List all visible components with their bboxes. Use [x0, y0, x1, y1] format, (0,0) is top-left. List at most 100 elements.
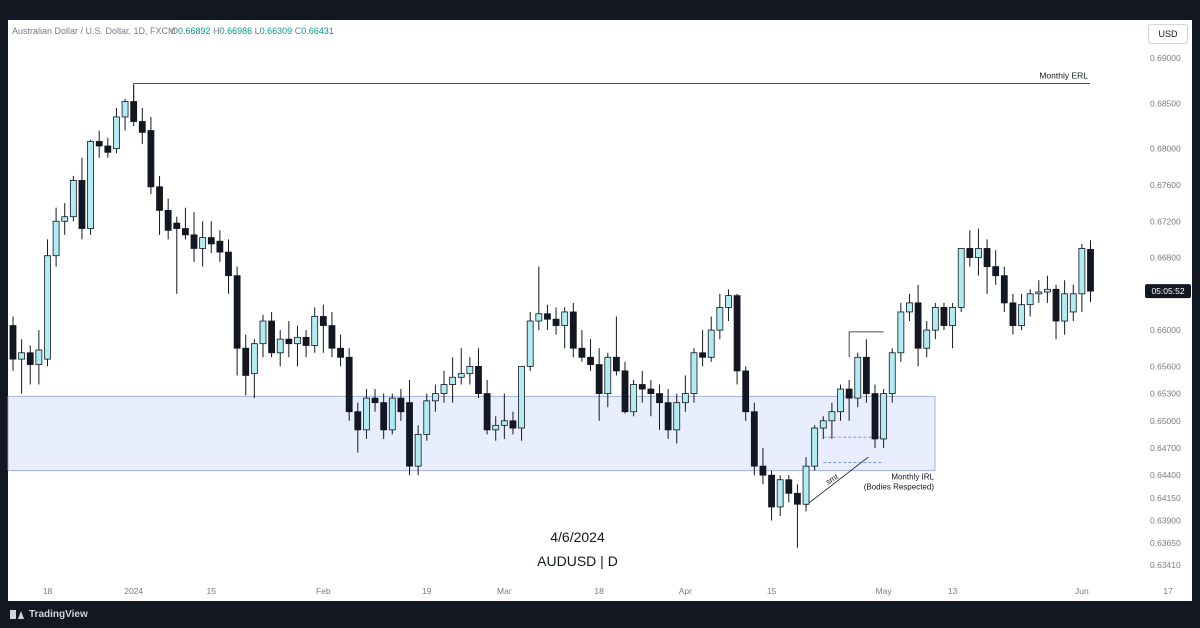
bearish-candle	[190, 234, 198, 249]
bullish-candle	[492, 424, 500, 431]
price-tick-label: 0.63650	[1150, 538, 1181, 548]
bullish-candle	[811, 427, 819, 467]
smt-line	[805, 456, 869, 506]
bullish-candle	[311, 316, 319, 346]
bearish-candle	[397, 397, 405, 413]
price-tick-label: 0.68000	[1150, 144, 1181, 154]
brand-name: TradingView	[29, 609, 88, 620]
bullish-candle	[630, 384, 638, 413]
bearish-candle	[785, 479, 793, 494]
bearish-candle	[173, 222, 181, 229]
bullish-candle	[957, 248, 965, 308]
bullish-candle	[1078, 248, 1086, 295]
bearish-candle	[406, 402, 413, 467]
bullish-candle	[35, 349, 43, 365]
bullish-candle	[1018, 304, 1025, 326]
bearish-candle	[328, 325, 336, 349]
bearish-candle	[638, 384, 646, 390]
bullish-candle	[880, 393, 888, 440]
bearish-candle	[104, 145, 112, 153]
time-tick-label: 2024	[124, 586, 143, 596]
bullish-candle	[121, 101, 129, 118]
ohlc-values: O0.66892 H0.66986 L0.66309 C0.66431	[171, 26, 334, 36]
bearish-candle	[733, 295, 741, 372]
bearish-candle	[475, 365, 482, 394]
time-tick-label: 18	[43, 586, 53, 596]
bearish-candle	[302, 336, 310, 346]
close-value: 0.66431	[301, 26, 334, 36]
time-tick-label: 15	[767, 586, 777, 596]
overlay-date: 4/6/2024	[550, 529, 605, 545]
currency-selector[interactable]: USD	[1148, 24, 1188, 44]
open-label: O	[171, 26, 179, 36]
swing-high-line	[848, 331, 884, 358]
close-label: C	[294, 26, 302, 36]
tradingview-logo[interactable]: TradingView	[10, 609, 88, 620]
low-value: 0.66309	[259, 26, 293, 36]
bullish-candle	[113, 116, 120, 150]
bullish-candle	[199, 237, 207, 249]
bullish-candle	[673, 402, 681, 431]
time-axis: 18 2024 15 Feb 19 Mar 18 Apr 15 May 13 Jun 17	[43, 586, 1173, 596]
bearish-candle	[181, 228, 189, 236]
bearish-candle	[130, 101, 138, 122]
bearish-candle	[138, 121, 146, 133]
bullish-candle	[1035, 291, 1043, 295]
overlay-symbol: AUDUSD | D	[537, 553, 618, 569]
price-tick-label: 0.65000	[1150, 416, 1181, 426]
price-tick-label: 0.66000	[1150, 325, 1181, 335]
countdown-label: 05:05:52	[1151, 286, 1184, 296]
bullish-candle	[518, 365, 525, 429]
bearish-candle	[750, 411, 758, 467]
price-tick-label: 0.64400	[1150, 470, 1181, 480]
time-tick-label: Mar	[497, 586, 512, 596]
bearish-candle	[225, 251, 232, 277]
bodies-respected-label: (Bodies Respected)	[864, 483, 935, 492]
bullish-candle	[431, 393, 439, 402]
bearish-candle	[578, 347, 586, 358]
bullish-candle	[776, 479, 784, 508]
bearish-candle	[509, 420, 517, 429]
bearish-candle	[216, 240, 224, 253]
bearish-candle	[768, 474, 775, 508]
bullish-candle	[388, 397, 396, 431]
bearish-candle	[164, 209, 172, 231]
tradingview-icon	[10, 610, 24, 619]
bearish-candle	[268, 320, 276, 354]
bullish-candle	[888, 352, 896, 394]
bullish-candle	[61, 216, 69, 222]
bullish-candle	[423, 400, 431, 435]
price-tick-label: 0.65600	[1150, 361, 1181, 371]
bullish-candle	[363, 397, 370, 431]
bullish-candle	[561, 311, 569, 326]
bearish-candle	[1052, 288, 1060, 322]
high-label: H	[213, 26, 220, 36]
bearish-candle	[1000, 275, 1008, 304]
time-tick-label: 19	[422, 586, 432, 596]
bearish-candle	[1087, 248, 1094, 292]
bearish-candle	[147, 130, 155, 188]
bullish-candle	[707, 329, 715, 358]
bearish-candle	[914, 302, 922, 349]
monthly-irl-label: Monthly IRL	[891, 473, 934, 482]
bullish-candle	[923, 329, 931, 349]
price-axis: 0.69000 0.68500 0.68000 0.67600 0.67200 0.668…	[1145, 53, 1191, 570]
bearish-candle	[742, 370, 750, 413]
bearish-candle	[345, 356, 353, 413]
bearish-candle	[354, 411, 362, 431]
bullish-candle	[716, 307, 724, 331]
high-value: 0.66986	[219, 26, 253, 36]
bearish-candle	[940, 307, 948, 326]
price-tick-label: 0.63900	[1150, 516, 1181, 526]
bullish-candle	[294, 336, 301, 345]
bullish-candle	[725, 295, 732, 308]
bullish-candle	[466, 365, 474, 375]
bearish-candle	[156, 186, 163, 211]
time-tick-label: Apr	[679, 586, 692, 596]
bullish-candle	[500, 420, 508, 426]
symbol-title: Australian Dollar / U.S. Dollar, 1D, FXC…	[12, 26, 176, 36]
bullish-candle	[535, 313, 543, 322]
time-tick-label: 17	[1163, 586, 1173, 596]
bearish-candle	[26, 352, 34, 365]
